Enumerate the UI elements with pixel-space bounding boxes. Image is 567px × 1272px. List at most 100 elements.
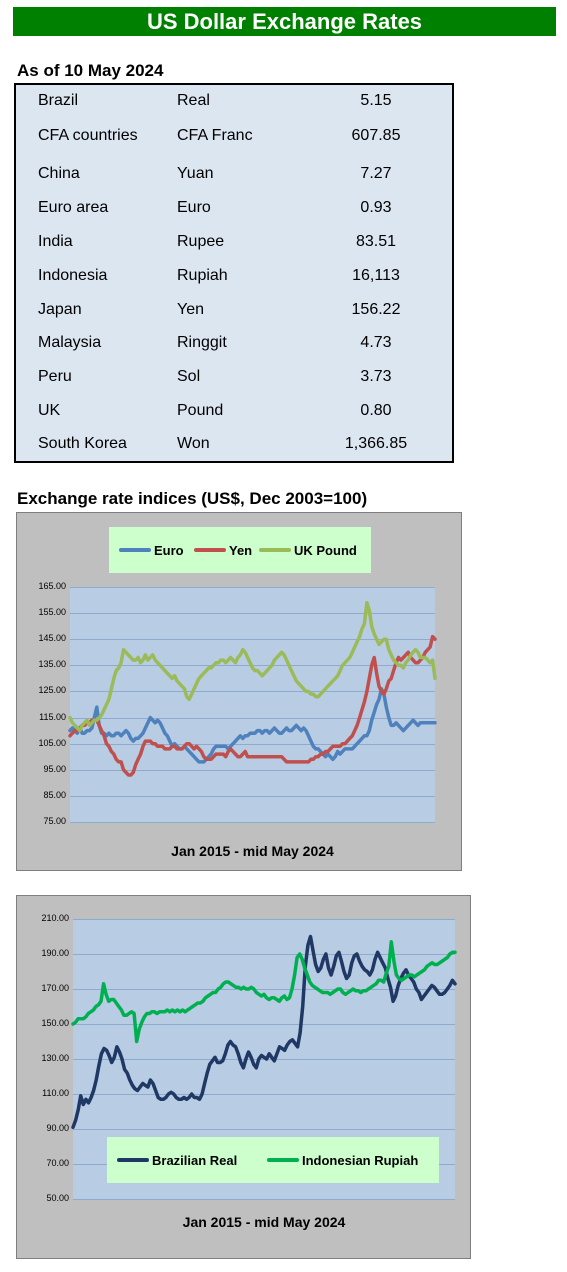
legend-label-uk-pound: UK Pound (294, 542, 357, 558)
rate-row: Euro area Euro 0.93 (16, 199, 452, 221)
x-axis-label: Jan 2015 - mid May 2024 (171, 843, 334, 859)
country-cell: Peru (38, 368, 72, 385)
currency-cell: Yen (177, 301, 204, 318)
rate-row: UK Pound 0.80 (16, 402, 452, 424)
series-line-indonesian-rupiah (71, 940, 457, 1044)
y-tick-label: 125.00 (38, 685, 66, 696)
legend-item-yen: Yen (194, 527, 252, 573)
y-tick-label: 105.00 (38, 737, 66, 748)
y-tick-label: 70.00 (46, 1158, 69, 1168)
y-tick-label: 115.00 (39, 711, 66, 722)
rate-value-cell: 0.93 (360, 199, 392, 216)
rate-row: Indonesia Rupiah 16,113 (16, 267, 452, 289)
legend-item-indonesian-rupiah: Indonesian Rupiah (267, 1137, 418, 1183)
gridline (70, 613, 435, 615)
rate-row: CFA countries CFA Franc 607.85 (16, 127, 452, 149)
gridline (73, 954, 455, 955)
rate-value-cell: 156.22 (351, 301, 401, 318)
currency-cell: Won (177, 435, 210, 452)
currency-cell: CFA Franc (177, 127, 253, 144)
rate-row: China Yuan 7.27 (16, 165, 452, 187)
y-tick-label: 110.00 (42, 1088, 69, 1098)
rate-row: Peru Sol 3.73 (16, 368, 452, 390)
legend-swatch-uk-pound (259, 548, 291, 552)
gridline (70, 587, 435, 588)
y-tick-label: 50.00 (46, 1193, 69, 1203)
rate-value-cell: 5.15 (360, 92, 392, 109)
legend-label-euro: Euro (154, 542, 184, 558)
currency-cell: Ringgit (177, 334, 227, 351)
plot-area: 165.00 155.00 145.00 135.00 125.00 115.00 105.… (38, 581, 437, 826)
y-tick-label: 155.00 (38, 607, 66, 618)
series-line-euro (68, 687, 437, 764)
rate-row: Japan Yen 156.22 (16, 301, 452, 323)
country-cell: China (38, 165, 80, 182)
indices-heading: Exchange rate indices (US$, Dec 2003=100… (17, 489, 368, 508)
legend-label-indonesian-rupiah: Indonesian Rupiah (302, 1152, 419, 1168)
country-cell: CFA countries (38, 127, 138, 144)
rate-value-cell: 607.85 (351, 127, 401, 144)
rate-value-cell: 16,113 (352, 267, 400, 284)
gridline (73, 1199, 455, 1200)
index-chart-euro-yen-pound: Euro Yen UK Pound 165.00 155.00 145.00 135.… (16, 512, 462, 871)
currency-cell: Pound (177, 402, 224, 419)
currency-cell: Real (177, 92, 210, 109)
gridline (73, 1094, 455, 1095)
country-cell: Japan (38, 301, 82, 318)
gridline (73, 1024, 455, 1025)
series-line-yen (68, 634, 437, 777)
y-tick-label: 85.00 (43, 789, 66, 800)
chart-legend: Euro Yen UK Pound (109, 527, 371, 573)
rate-row: Malaysia Ringgit 4.73 (16, 334, 452, 356)
legend-item-euro: Euro (119, 527, 184, 573)
chart-legend: Brazilian Real Indonesian Rupiah (107, 1137, 439, 1183)
gridline (70, 639, 435, 641)
y-tick-label: 170.00 (41, 983, 69, 993)
legend-swatch-yen (194, 548, 226, 552)
page-title-banner: US Dollar Exchange Rates (13, 7, 556, 36)
y-tick-label: 145.00 (38, 633, 66, 644)
currency-cell: Yuan (177, 165, 214, 182)
legend-swatch-euro (119, 548, 151, 552)
gridline (73, 989, 455, 990)
gridline (70, 822, 435, 823)
country-cell: South Korea (38, 435, 127, 452)
rate-row: Brazil Real 5.15 (16, 92, 452, 114)
as-of-heading: As of 10 May 2024 (17, 61, 164, 80)
rate-value-cell: 4.73 (360, 334, 392, 351)
legend-label-brazilian-real: Brazilian Real (152, 1152, 238, 1168)
currency-cell: Rupiah (177, 267, 228, 284)
country-cell: Indonesia (38, 267, 108, 284)
rate-value-cell: 3.73 (360, 368, 392, 385)
rate-value-cell: 1,366.85 (344, 435, 408, 452)
gridline (70, 717, 435, 719)
y-tick-label: 135.00 (38, 659, 66, 670)
country-cell: Euro area (38, 199, 109, 216)
rate-value-cell: 83.51 (355, 233, 397, 250)
gridline (70, 743, 435, 745)
gridline (70, 691, 435, 693)
gridline (70, 795, 435, 797)
series-line-brazilian-real (71, 934, 457, 1130)
y-tick-label: 190.00 (41, 948, 69, 958)
y-tick-label: 210.00 (41, 913, 69, 923)
y-tick-label: 130.00 (41, 1053, 69, 1063)
country-cell: Malaysia (38, 334, 102, 351)
currency-cell: Euro (177, 199, 211, 216)
series-line-uk-pound (68, 600, 437, 733)
y-tick-label: 90.00 (46, 1123, 69, 1133)
gridline (73, 1129, 455, 1130)
legend-item-uk-pound: UK Pound (259, 527, 357, 573)
legend-swatch-brazilian-real (117, 1158, 149, 1162)
y-tick-label: 150.00 (41, 1018, 69, 1028)
gridline (73, 1059, 455, 1060)
rate-value-cell: 0.80 (360, 402, 392, 419)
currency-cell: Rupee (177, 233, 225, 250)
rate-row: India Rupee 83.51 (16, 233, 452, 255)
legend-label-yen: Yen (229, 542, 253, 558)
country-cell: UK (38, 402, 61, 419)
index-chart-real-rupiah: 210.00 190.00 170.00 150.00 130.00 110.00 90.0… (16, 895, 471, 1259)
legend-item-brazilian-real: Brazilian Real (117, 1137, 237, 1183)
y-tick-label: 165.00 (38, 581, 66, 591)
rate-value-cell: 7.27 (360, 165, 392, 182)
